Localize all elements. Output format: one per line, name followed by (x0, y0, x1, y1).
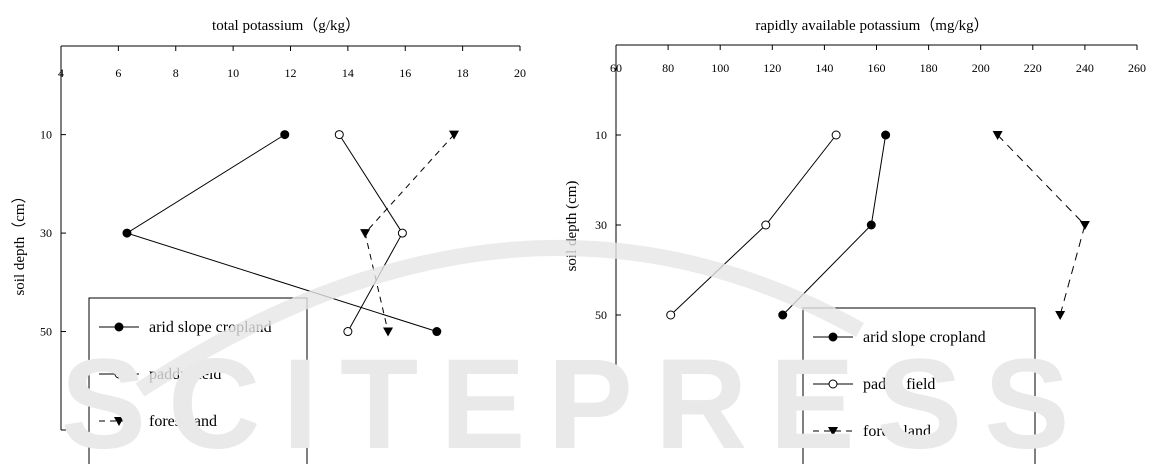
y-tick-label: 10 (595, 128, 607, 142)
x-tick-label: 180 (920, 61, 938, 75)
y-tick-label: 50 (40, 325, 52, 339)
x-tick-label: 260 (1128, 61, 1146, 75)
chart-2: rapidly available potassium（mg/kg） soil d… (564, 17, 1146, 464)
x-tick-label: 120 (763, 61, 781, 75)
x-tick-label: 12 (285, 66, 297, 80)
y-axis-label: soil depth (cm) (564, 181, 580, 272)
y-tick-label: 10 (40, 128, 52, 142)
data-point (778, 310, 788, 320)
legend-label: paddy field (863, 376, 935, 393)
x-tick-label: 60 (610, 61, 622, 75)
y-axis-label: soil depth（cm） (11, 188, 28, 295)
data-point (1079, 221, 1090, 230)
data-point (866, 220, 876, 230)
legend-label: arid slope cropland (149, 319, 272, 336)
series-line (997, 134, 1086, 316)
data-point (360, 229, 371, 239)
data-point (666, 310, 676, 320)
data-point (383, 327, 394, 337)
x-tick-label: 240 (1076, 61, 1094, 75)
data-point (397, 228, 407, 238)
y-tick-label: 50 (595, 308, 607, 322)
x-tick-label: 200 (972, 61, 990, 75)
legend-label: arid slope cropland (863, 329, 986, 346)
data-point (1055, 311, 1066, 320)
data-point (122, 228, 132, 238)
data-point (761, 220, 771, 230)
chart-title: total potassium（g/kg） (212, 17, 360, 34)
x-tick-label: 4 (58, 66, 64, 80)
legend-label: forest land (863, 423, 931, 440)
x-tick-label: 6 (115, 66, 121, 80)
data-point (343, 327, 353, 337)
legend-marker (114, 322, 124, 332)
series-line (670, 134, 837, 316)
legend-marker (828, 332, 838, 342)
legend-label: paddy field (149, 366, 221, 383)
x-tick-label: 160 (868, 61, 886, 75)
legend-marker (114, 369, 124, 379)
legend-label: forest land (149, 413, 217, 430)
x-tick-label: 10 (227, 66, 239, 80)
x-tick-label: 16 (399, 66, 411, 80)
chart-title: rapidly available potassium（mg/kg） (755, 17, 988, 34)
y-tick-label: 30 (40, 226, 52, 240)
x-tick-label: 20 (514, 66, 526, 80)
series-line (364, 134, 455, 332)
legend-marker (828, 427, 838, 436)
x-tick-label: 100 (711, 61, 729, 75)
series-line (338, 134, 403, 332)
x-tick-label: 220 (1024, 61, 1042, 75)
data-point (449, 130, 460, 140)
data-point (432, 327, 442, 337)
x-tick-label: 80 (662, 61, 674, 75)
x-tick-label: 18 (457, 66, 469, 80)
data-point (992, 131, 1003, 140)
data-point (280, 130, 290, 140)
y-tick-label: 30 (595, 218, 607, 232)
data-point (334, 130, 344, 140)
x-tick-label: 8 (173, 66, 179, 80)
x-tick-label: 14 (342, 66, 354, 80)
legend-marker (828, 379, 838, 389)
legend-marker (114, 417, 124, 426)
chart-1: total potassium（g/kg） soil depth（cm） 4 6 8 10… (11, 17, 526, 464)
data-point (831, 130, 841, 140)
x-tick-label: 140 (815, 61, 833, 75)
data-point (881, 130, 891, 140)
